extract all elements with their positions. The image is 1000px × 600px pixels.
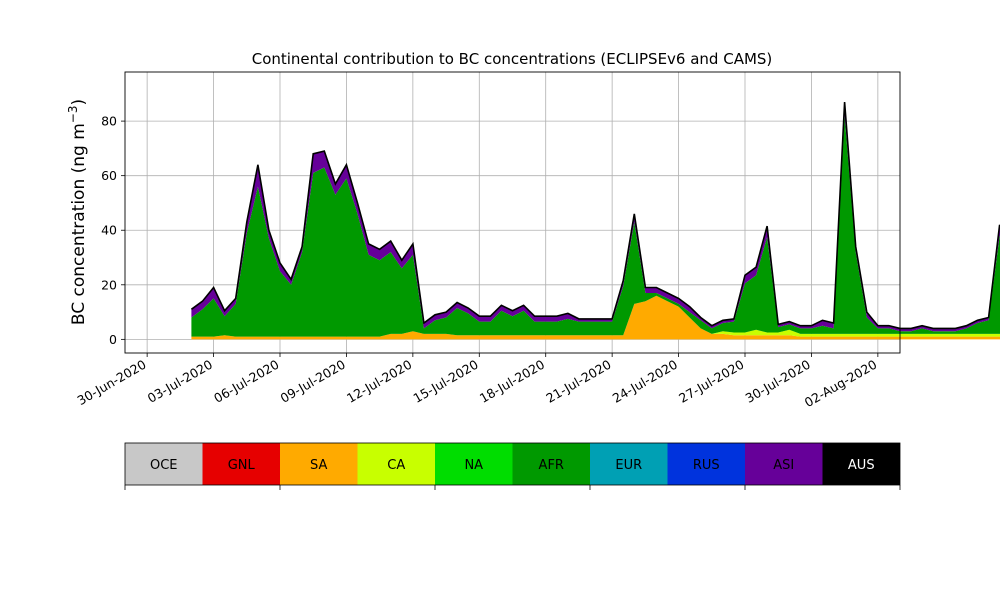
legend-swatch-gnl	[202, 443, 280, 485]
y-tick-label: 60	[101, 168, 117, 183]
legend-label-oce: OCE	[150, 458, 178, 473]
legend-swatch-na	[435, 443, 513, 485]
legend-swatch-sa	[280, 443, 358, 485]
y-tick-label: 0	[109, 332, 117, 347]
y-tick-label: 40	[101, 223, 117, 238]
legend-label-ca: CA	[387, 458, 405, 473]
x-tick-label: 21-Jul-2020	[543, 357, 613, 406]
legend-swatch-asi	[745, 443, 823, 485]
legend-swatch-rus	[667, 443, 745, 485]
axes-frame	[124, 71, 901, 354]
x-tick-label: 18-Jul-2020	[477, 357, 547, 406]
legend-swatch-ca	[357, 443, 435, 485]
legend-label-afr: AFR	[539, 458, 564, 473]
legend-label-eur: EUR	[615, 458, 642, 473]
area-afr	[191, 115, 1000, 337]
legend-label-sa: SA	[310, 458, 327, 473]
legend-label-asi: ASI	[773, 458, 794, 473]
y-tick-label: 20	[101, 277, 117, 292]
colorbar-legend: OCE GNL SA CA NA AFR EUR RUS ASI AUS	[124, 442, 901, 490]
x-tick-label: 02-Aug-2020	[802, 357, 880, 410]
x-tick-label: 09-Jul-2020	[278, 357, 348, 406]
x-tick-label: 12-Jul-2020	[344, 357, 414, 406]
x-tick-label: 24-Jul-2020	[610, 357, 680, 406]
legend-label-aus: AUS	[848, 458, 875, 473]
chart-title: Continental contribution to BC concentra…	[252, 50, 773, 68]
x-tick-label: 15-Jul-2020	[410, 357, 480, 406]
legend-swatch-afr	[512, 443, 590, 485]
y-axis-label: BC concentration (ng m−3)	[66, 99, 89, 325]
y-tick-label: 80	[101, 114, 117, 129]
x-tick-label: 06-Jul-2020	[211, 357, 281, 406]
legend-label-rus: RUS	[693, 458, 720, 473]
colorbar-frame	[124, 442, 901, 486]
x-tick-label: 30-Jun-2020	[74, 357, 148, 408]
legend-label-na: NA	[464, 458, 483, 473]
legend-swatch-eur	[590, 443, 668, 485]
y-axis-label-superscript: −3	[66, 105, 80, 123]
total-line	[190, 101, 1000, 330]
x-tick-label: 03-Jul-2020	[145, 357, 215, 406]
plot-area: 30-Jun-202003-Jul-202006-Jul-202009-Jul-…	[74, 71, 1000, 410]
x-tick-label: 27-Jul-2020	[676, 357, 746, 406]
legend-swatch-oce	[125, 443, 203, 485]
legend-swatch-aus	[822, 443, 900, 485]
legend-label-gnl: GNL	[228, 458, 256, 473]
